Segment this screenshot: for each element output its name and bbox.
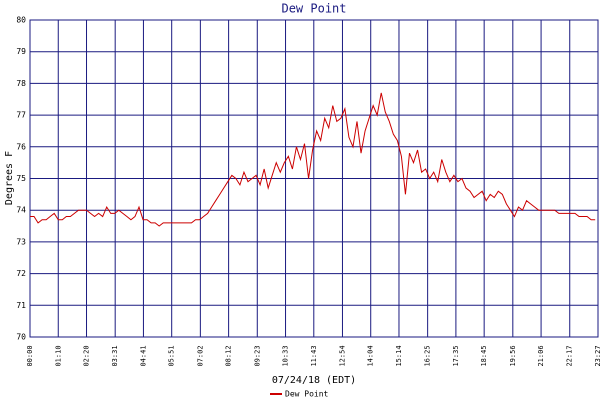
x-tick-label: 14:04 <box>367 345 375 366</box>
x-tick-label: 16:25 <box>424 345 432 366</box>
x-tick-label: 10:33 <box>282 345 290 366</box>
x-tick-label: 08:12 <box>225 345 233 366</box>
y-tick-label: 79 <box>16 47 26 56</box>
y-tick-label: 80 <box>16 16 26 25</box>
x-tick-label: 03:31 <box>111 345 119 366</box>
y-tick-label: 74 <box>16 206 26 215</box>
x-tick-label: 23:27 <box>594 345 600 366</box>
x-tick-label: 07:02 <box>196 345 204 366</box>
x-axis-label: 07/24/18 (EDT) <box>272 375 356 386</box>
y-tick-label: 71 <box>16 301 26 310</box>
chart-title: Dew Point <box>281 2 346 16</box>
x-tick-label: 04:41 <box>139 345 147 366</box>
x-tick-label: 19:56 <box>509 345 517 366</box>
y-tick-label: 76 <box>16 142 26 151</box>
y-tick-label: 78 <box>16 79 26 88</box>
x-tick-label: 11:43 <box>310 345 318 366</box>
data-line <box>30 92 596 227</box>
x-tick-label: 22:17 <box>566 345 574 366</box>
x-tick-label: 09:23 <box>253 345 261 366</box>
y-tick-label: 73 <box>16 237 26 246</box>
y-axis-label: Degrees F <box>4 151 15 205</box>
y-tick-label: 77 <box>16 111 26 120</box>
x-tick-label: 00:00 <box>26 345 34 366</box>
x-tick-label: 02:20 <box>83 345 91 366</box>
x-tick-label: 15:14 <box>395 345 403 366</box>
x-tick-label: 21:06 <box>537 345 545 366</box>
x-tick-label: 05:51 <box>168 345 176 366</box>
y-tick-label: 70 <box>16 333 26 342</box>
y-tick-label: 75 <box>16 174 26 183</box>
y-tick-label: 72 <box>16 269 26 278</box>
x-tick-label: 12:54 <box>338 345 346 366</box>
x-tick-label: 18:45 <box>480 345 488 366</box>
legend-label: Dew Point <box>285 390 329 399</box>
x-tick-label: 17:35 <box>452 345 460 366</box>
x-tick-label: 01:10 <box>54 345 62 366</box>
